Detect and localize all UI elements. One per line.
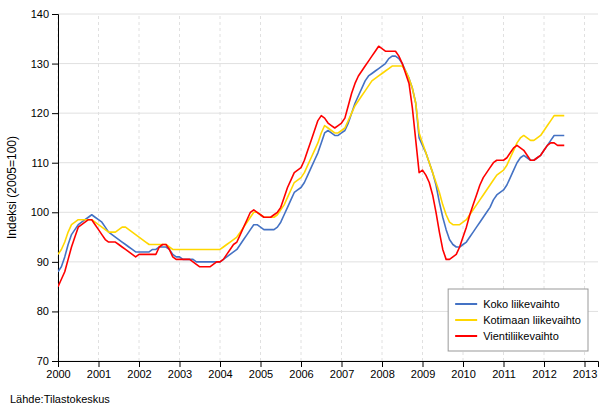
tick-label: 90: [37, 256, 49, 268]
grid-line: [58, 14, 598, 15]
tick: 2002: [127, 361, 151, 380]
tick-mark: [261, 361, 262, 367]
tick-label: 2002: [127, 368, 151, 380]
grid-line: [139, 14, 140, 361]
grid-line: [260, 14, 261, 361]
tick-mark: [463, 361, 464, 367]
tick: 140: [31, 8, 58, 20]
tick-mark: [220, 361, 221, 367]
tick-label: 2003: [168, 368, 192, 380]
tick: 2000: [46, 361, 70, 380]
tick-mark: [382, 361, 383, 367]
tick-label: 2011: [492, 368, 516, 380]
legend-swatch: [455, 335, 477, 337]
legend-label: Kotimaan liikevaihto: [483, 314, 581, 326]
tick-mark: [52, 212, 58, 213]
grid-line: [179, 14, 180, 361]
x-axis: 2000 2001 2002 2003 2004 2005 2006 2007 2008 2009…: [46, 361, 598, 380]
tick-mark: [52, 113, 58, 114]
grid-line: [58, 212, 598, 213]
tick-mark: [99, 361, 100, 367]
tick-label: 2010: [451, 368, 475, 380]
tick: 2012: [532, 361, 556, 380]
series-line: [58, 46, 564, 286]
tick-mark: [52, 311, 58, 312]
tick: 2007: [330, 361, 354, 380]
tick: 90: [37, 256, 58, 268]
plot-area: [58, 46, 564, 286]
tick-mark: [504, 361, 505, 367]
tick: 2006: [289, 361, 313, 380]
tick-mark: [544, 361, 545, 367]
grid-line: [422, 14, 423, 361]
tick: 2008: [370, 361, 394, 380]
legend-box: [448, 289, 588, 351]
tick-label: 2012: [532, 368, 556, 380]
series-line: [58, 56, 564, 272]
tick-mark: [180, 361, 181, 367]
axis-line: [52, 15, 59, 362]
grid-line: [220, 14, 221, 361]
legend-label: Vientiliikevaihto: [483, 330, 559, 342]
tick: 120: [31, 107, 58, 119]
y-axis-title: Indeksi (2005=100): [5, 136, 19, 239]
tick: 100: [31, 206, 58, 218]
tick: 2010: [451, 361, 475, 380]
tick-mark: [52, 361, 58, 362]
series-line: [58, 66, 564, 254]
tick: 2013: [573, 361, 597, 380]
tick-label: 2004: [208, 368, 232, 380]
tick-label: 130: [31, 58, 49, 70]
tick-label: 110: [31, 157, 49, 169]
legend: Koko liikevaihto Kotimaan liikevaihto Vien…: [448, 289, 588, 351]
tick: 70: [37, 355, 58, 367]
tick-label: 100: [31, 206, 49, 218]
tick-mark: [52, 262, 58, 263]
tick-mark: [52, 14, 58, 15]
tick: 110: [31, 157, 58, 169]
legend-label: Koko liikevaihto: [483, 298, 559, 310]
tick-label: 2000: [46, 368, 70, 380]
tick-mark: [52, 163, 58, 164]
y-axis: 70 80 90 100 110 120 130 140: [31, 8, 59, 367]
axis-line: [59, 362, 599, 368]
tick-label: 2005: [249, 368, 273, 380]
tick-label: 2009: [411, 368, 435, 380]
tick-mark: [301, 361, 302, 367]
tick-label: 2006: [289, 368, 313, 380]
tick: 2004: [208, 361, 232, 380]
tick-label: 80: [37, 305, 49, 317]
tick-mark: [139, 361, 140, 367]
tick-label: 140: [31, 8, 49, 20]
tick: 2003: [168, 361, 192, 380]
tick-label: 70: [37, 355, 49, 367]
tick: 2009: [411, 361, 435, 380]
tick: 2005: [249, 361, 273, 380]
tick: 130: [31, 58, 58, 70]
legend-swatch: [455, 303, 477, 305]
tick-mark: [423, 361, 424, 367]
annotation: Lähde:Tilastokeskus: [10, 393, 110, 405]
grid: [58, 14, 598, 361]
tick-label: 2007: [330, 368, 354, 380]
grid-line: [98, 14, 99, 361]
tick-mark: [342, 361, 343, 367]
grid-line: [341, 14, 342, 361]
tick-label: 2013: [573, 368, 597, 380]
chart-container: 2000 2001 2002 2003 2004 2005 2006 2007 2008 2009…: [0, 0, 614, 413]
tick-label: 2008: [370, 368, 394, 380]
tick-mark: [52, 64, 58, 65]
tick: 2011: [492, 361, 516, 380]
tick-label: 120: [31, 107, 49, 119]
tick-label: 2001: [87, 368, 111, 380]
chart: 2000 2001 2002 2003 2004 2005 2006 2007 2008 2009…: [0, 0, 614, 413]
tick-mark: [585, 361, 586, 367]
tick: 80: [37, 305, 58, 317]
grid-line: [58, 63, 598, 64]
tick: 2001: [87, 361, 111, 380]
legend-swatch: [455, 319, 477, 321]
